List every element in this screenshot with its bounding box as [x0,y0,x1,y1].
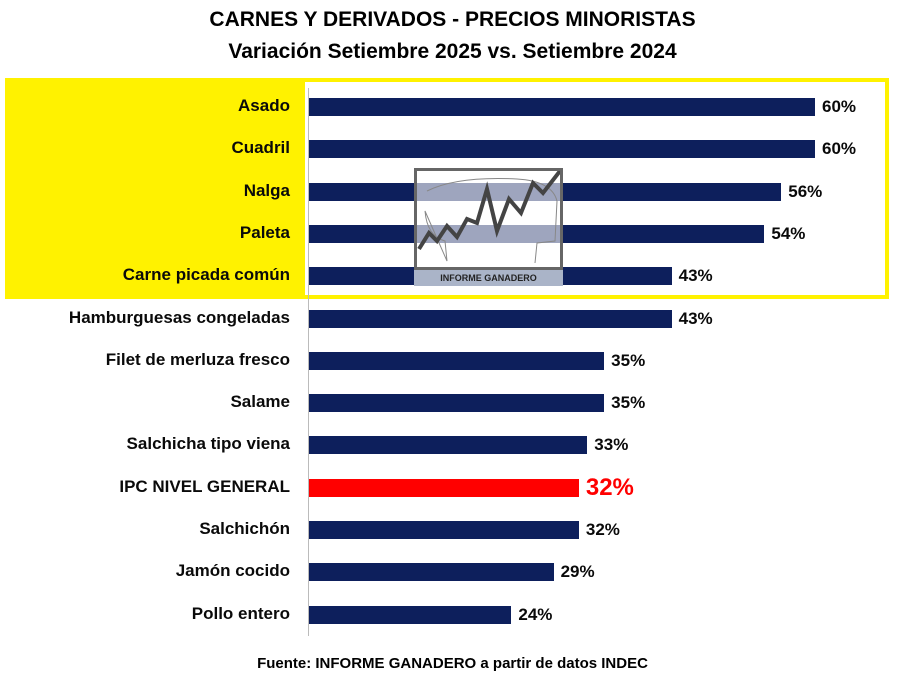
value-label: 43% [678,266,713,286]
cow-chart-icon [417,169,562,264]
category-label: Salame [230,392,290,412]
value-label: 32% [585,473,634,501]
category-label: Jamón cocido [175,561,290,581]
value-label: 32% [585,520,620,539]
watermark-logo [414,168,563,270]
highlight-box [5,78,889,299]
bar [309,436,588,455]
category-label: Filet de merluza fresco [105,349,290,369]
category-label: Salchichón [199,519,290,538]
value-label: 54% [771,223,806,243]
bar [309,309,672,328]
category-label: Carne picada común [122,265,290,285]
category-label: Paleta [239,222,290,242]
source-note: Fuente: INFORME GANADERO a partir de dat… [257,655,648,672]
watermark-label: INFORME GANADERO [414,270,563,286]
bar [309,394,605,413]
category-label: Salchicha tipo viena [126,434,290,454]
value-label: 29% [560,562,595,582]
category-label: Pollo entero [191,603,290,623]
bar [309,140,815,159]
category-label: IPC NIVEL GENERAL [119,476,290,496]
bar [309,521,579,539]
value-label: 33% [594,435,629,455]
value-label: 43% [678,308,713,328]
value-label: 35% [611,350,646,370]
category-label: Asado [238,96,290,115]
reference-bar [309,478,579,497]
bar [309,351,605,370]
category-label: Hamburguesas congeladas [68,307,290,327]
chart-subtitle: Variación Setiembre 2025 vs. Setiembre 2… [228,40,677,63]
value-label: 60% [822,97,857,116]
y-axis-line [308,88,309,636]
bar [309,563,554,582]
category-label: Nalga [243,180,290,200]
highlight-label-panel [5,78,305,297]
category-label: Cuadril [231,138,290,158]
bar [309,98,815,116]
value-label: 56% [788,181,823,201]
value-label: 24% [518,604,553,624]
value-label: 35% [611,393,646,413]
bar [309,605,512,624]
chart-title: CARNES Y DERIVADOS - PRECIOS MINORISTAS [209,8,696,31]
value-label: 60% [822,139,857,159]
